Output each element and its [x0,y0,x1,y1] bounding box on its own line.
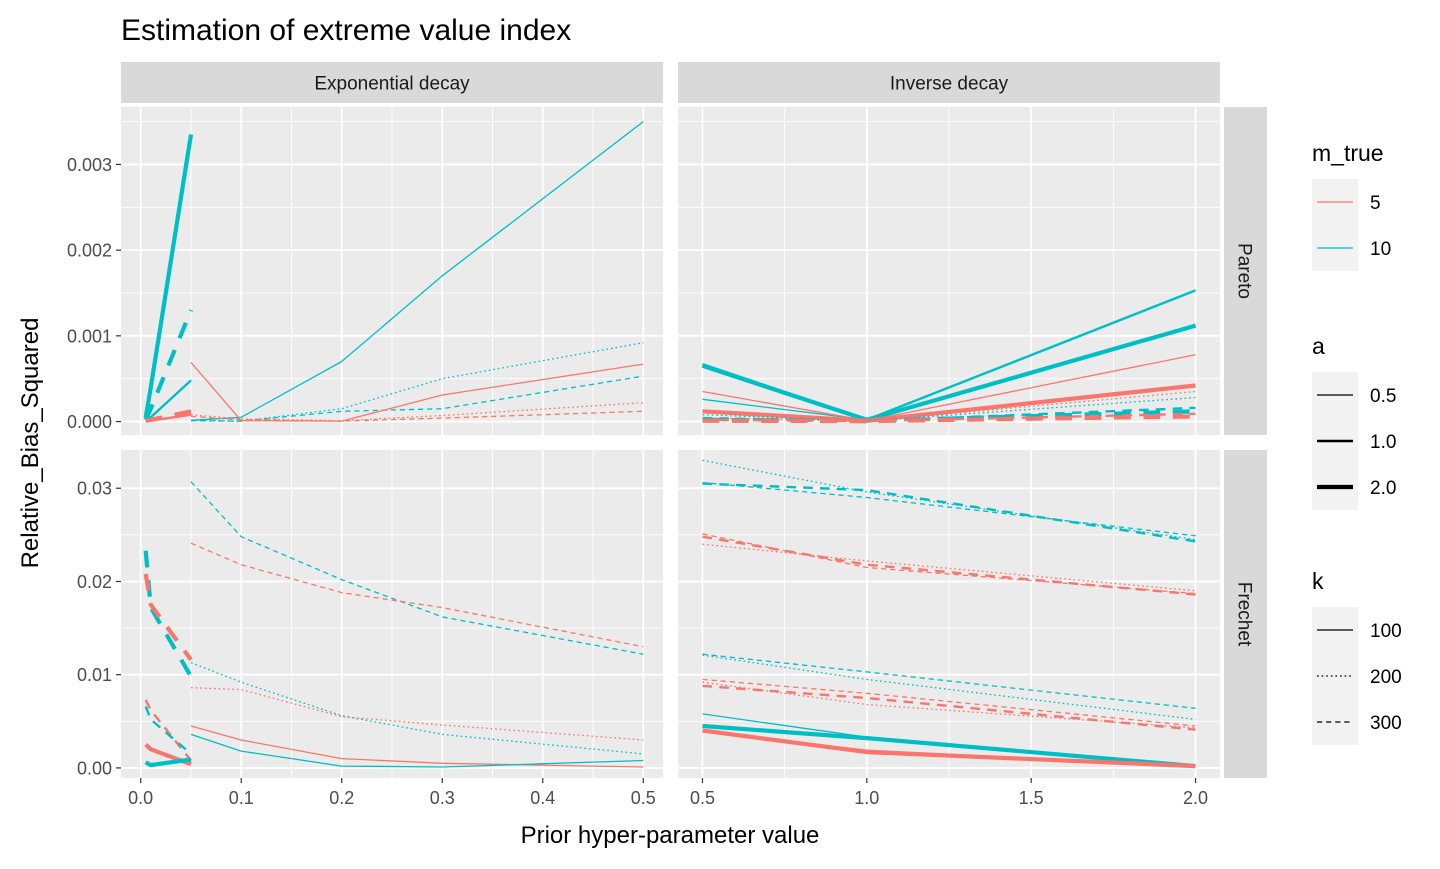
legend-title: a [1312,333,1325,359]
series-line [702,654,1196,721]
panel-3: 0.5 1.0 1.5 2.0 [678,450,1220,808]
y-tick-label: 0.00 [77,758,112,778]
series-line [190,410,644,422]
row-strip-label-0: Pareto [1234,243,1255,299]
series-line [702,723,1196,769]
legend-m-true: m_true 5 10 [1312,140,1391,271]
y-tick-label: 0.01 [77,665,112,685]
series-line [702,383,1196,423]
series-line [145,413,192,423]
x-tick-label: 0.3 [430,788,455,808]
y-tick-label: 0.000 [67,412,112,432]
series-line [143,134,194,418]
x-tick-label: 0.2 [329,788,354,808]
x-tick-label: 0.1 [229,788,254,808]
series-line [702,678,1196,727]
legend-label: 1.0 [1370,432,1396,453]
series-line [190,481,644,655]
col-strip-0 [121,62,663,103]
y-tick-label: 0.03 [77,479,112,499]
legend-label: 10 [1370,239,1391,260]
series-line [190,542,644,648]
series-line [702,730,1196,767]
series-line [702,412,1196,423]
x-tick-label: 0.4 [530,788,555,808]
legend-layer: m_true 5 10 a 0.5 1.0 2.0 k 100 200 300 [1312,140,1402,745]
series-line [190,375,644,422]
series-line [144,699,192,762]
x-tick-label: 0.5 [631,788,656,808]
panels-layer: Exponential decay Inverse decay Pareto Frec… [67,62,1267,808]
y-tick-label: 0.001 [67,326,112,346]
y-tick-label: 0.02 [77,572,112,592]
series-line [702,535,1196,596]
series-line [190,121,644,421]
legend-label: 0.5 [1370,386,1396,407]
legend-k: k 100 200 300 [1312,568,1402,745]
series-line [702,414,1196,424]
legend-label: 5 [1370,193,1381,214]
series-line [144,757,192,768]
legend-title: m_true [1312,140,1384,166]
series-line [190,687,644,741]
series-line [702,482,1196,543]
row-strip-0 [1224,107,1267,435]
legend-label: 2.0 [1370,478,1396,499]
series-line [190,342,644,422]
panel-0: 0.000 0.001 0.002 0.003 [67,107,663,435]
series-line [190,402,644,422]
x-tick-label: 1.0 [854,788,879,808]
row-strip-label-1: Frechet [1234,582,1255,647]
series-line [702,459,1196,541]
chart-title: Estimation of extreme value index [121,14,571,47]
legend-a: a 0.5 1.0 2.0 [1312,333,1396,510]
panel-1 [678,107,1220,435]
series-line [702,684,1196,731]
series-line [144,743,192,767]
x-axis-title: Prior hyper-parameter value [521,822,820,849]
y-tick-label: 0.003 [67,155,112,175]
y-tick-label: 0.002 [67,241,112,261]
col-strip-label-0: Exponential decay [314,74,470,95]
series-line [143,309,193,421]
series-line [702,481,1196,537]
series-line [702,409,1196,424]
series-line [702,653,1196,709]
x-tick-label: 2.0 [1183,788,1208,808]
series-line [190,361,644,422]
series-line [143,573,193,662]
col-strip-1 [678,62,1220,103]
col-strip-label-1: Inverse decay [890,74,1009,95]
legend-key [1312,653,1358,699]
x-tick-label: 0.0 [128,788,153,808]
series-line [144,705,192,755]
panel-2: 0.00 0.01 0.02 0.03 0.0 0.1 0.2 0.3 0.4 0.5 [77,450,663,808]
legend-label: 300 [1370,713,1402,734]
row-strip-1 [1224,450,1267,778]
legend-title: k [1312,568,1324,594]
series-line [190,733,644,768]
legend-label: 100 [1370,621,1402,642]
y-axis-title: Relative_Bias_Squared [17,318,44,569]
legend-label: 200 [1370,667,1402,688]
x-tick-label: 0.5 [690,788,715,808]
x-tick-label: 1.5 [1019,788,1044,808]
